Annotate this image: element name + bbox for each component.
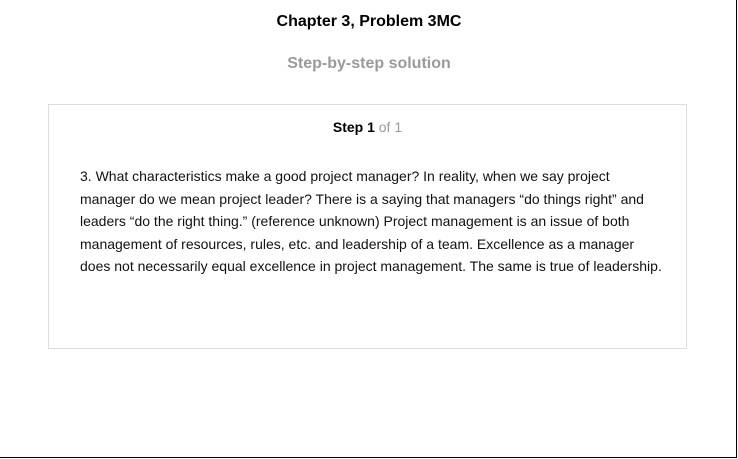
step-card: Step 1 of 1 3. What characteristics make… — [48, 104, 687, 349]
step-count-label: of 1 — [378, 119, 403, 135]
solution-subtitle: Step-by-step solution — [287, 55, 451, 72]
page-title: Chapter 3, Problem 3MC — [276, 13, 462, 30]
step-number-label: Step 1 — [332, 119, 375, 135]
step-solution-text: 3. What characteristics make a good proj… — [80, 168, 662, 274]
step-header: Step 1 of 1 — [49, 119, 686, 135]
